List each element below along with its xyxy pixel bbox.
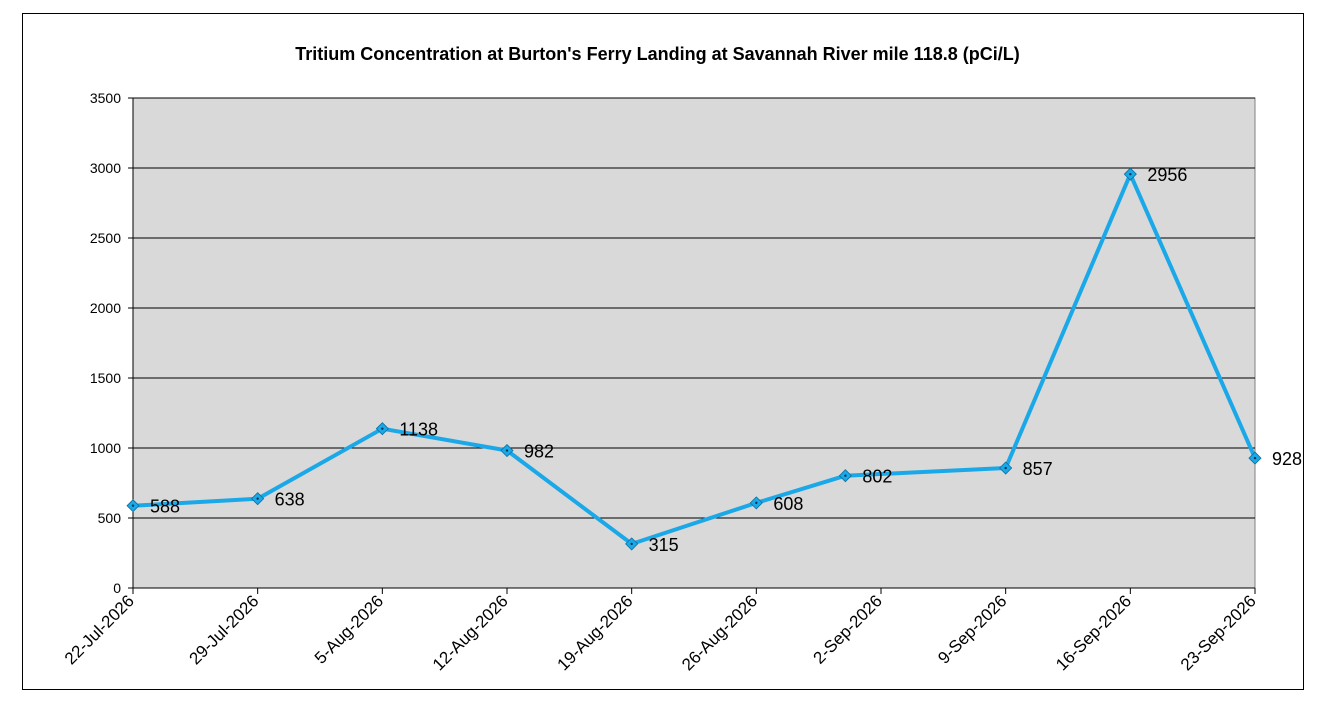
y-tick-label: 1000 — [90, 440, 121, 456]
data-point-center — [1129, 172, 1132, 176]
x-tick-label: 29-Jul-2026 — [186, 591, 263, 668]
series-layer — [126, 167, 1262, 551]
y-tick-label: 2000 — [90, 300, 121, 316]
data-point-center — [131, 504, 135, 507]
data-point-center — [1253, 456, 1257, 460]
data-label: 315 — [649, 535, 679, 555]
x-tick-label: 22-Jul-2026 — [61, 591, 138, 668]
chart-title: Tritium Concentration at Burton's Ferry … — [295, 44, 1020, 64]
y-tick-label: 0 — [113, 580, 121, 596]
data-label: 928 — [1272, 449, 1302, 469]
data-label: 802 — [862, 467, 892, 487]
data-point-center — [755, 501, 758, 505]
x-tick-label: 26-Aug-2026 — [678, 591, 761, 674]
x-tick-label: 16-Sep-2026 — [1052, 591, 1135, 674]
data-point-center — [844, 474, 847, 477]
data-label: 1138 — [399, 420, 438, 440]
x-tick-label: 9-Sep-2026 — [934, 591, 1010, 667]
data-label: 982 — [524, 442, 554, 462]
data-label: 857 — [1023, 459, 1053, 479]
data-point-center — [505, 449, 509, 452]
x-tick-label: 5-Aug-2026 — [311, 591, 387, 667]
data-point-center — [256, 497, 259, 500]
data-point-center — [381, 427, 384, 430]
data-point-center — [1004, 466, 1007, 470]
plot-area — [132, 97, 1256, 589]
data-point-center — [630, 542, 633, 546]
x-tick-label: 12-Aug-2026 — [429, 591, 512, 674]
x-tick-label: 2-Sep-2026 — [810, 591, 886, 667]
y-axis-ticks: 0 500 1000 1500 2000 2500 3000 3500 — [90, 90, 133, 596]
y-tick-label: 1500 — [90, 370, 121, 386]
y-tick-label: 2500 — [90, 230, 121, 246]
x-tick-label: 19-Aug-2026 — [554, 591, 637, 674]
data-label: 608 — [773, 494, 803, 514]
y-tick-label: 3500 — [90, 90, 121, 106]
data-label: 588 — [150, 497, 180, 517]
x-tick-label: 23-Sep-2026 — [1177, 591, 1260, 674]
gridlines — [133, 97, 1255, 519]
y-tick-label: 3000 — [90, 160, 121, 176]
series-line — [132, 172, 1257, 546]
data-labels: 588 638 1138 982 315 608 802 857 2956 928 — [150, 165, 1302, 555]
x-axis-ticks: 22-Jul-2026 29-Jul-2026 5-Aug-2026 12-Aug-2… — [61, 588, 1260, 674]
data-label: 2956 — [1147, 165, 1187, 185]
y-tick-label: 500 — [98, 510, 122, 526]
data-label: 638 — [275, 490, 305, 510]
